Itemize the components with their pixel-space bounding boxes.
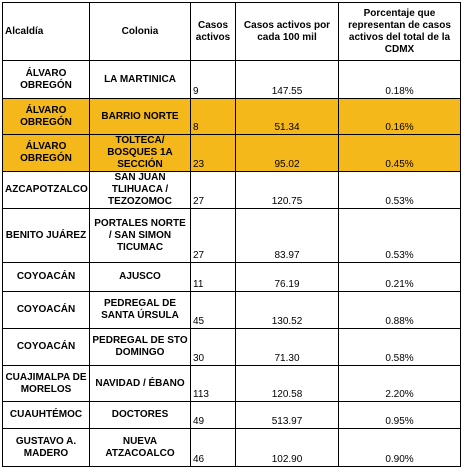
- cell-alcaldia: GUSTAVO A. MADERO: [2, 428, 90, 467]
- cell-porcentaje: 0.53%: [338, 171, 461, 209]
- cell-porcentaje: 0.21%: [338, 262, 461, 292]
- cell-colonia: SAN JUAN TLIHUACA / TEZOZOMOC: [89, 171, 191, 209]
- table-row: ÁLVARO OBREGÓN LA MARTINICA 9 147.55 0.18%: [2, 60, 461, 99]
- header-colonia: Colonia: [89, 2, 191, 61]
- cell-tasa: 95.02: [235, 134, 339, 172]
- cell-casos: 9: [190, 60, 236, 99]
- cell-colonia: DOCTORES: [89, 401, 191, 429]
- table-row: CUAUHTÉMOC DOCTORES 49 513.97 0.95%: [2, 401, 461, 429]
- cell-casos: 49: [190, 401, 236, 429]
- header-porcentaje: Porcentaje que representan de casos acti…: [338, 2, 461, 61]
- cell-colonia: PEDREGAL DE STO DOMINGO: [89, 328, 191, 366]
- header-tasa: Casos activos por cada 100 mil: [235, 2, 339, 61]
- cell-porcentaje: 0.18%: [338, 60, 461, 99]
- cell-porcentaje: 0.16%: [338, 98, 461, 135]
- cell-tasa: 102.90: [235, 428, 339, 467]
- cell-colonia: LA MARTINICA: [89, 60, 191, 99]
- cell-colonia: BARRIO NORTE: [89, 98, 191, 135]
- cell-casos: 8: [190, 98, 236, 135]
- table-row: CUAJIMALPA DE MORELOS NAVIDAD / ÉBANO 113 1…: [2, 365, 461, 402]
- table-row: ÁLVARO OBREGÓN TOLTECA/ BOSQUES 1A SECCIÓ…: [2, 134, 461, 172]
- cell-colonia: NUEVA ATZACOALCO: [89, 428, 191, 467]
- cell-colonia: PORTALES NORTE / SAN SIMON TICUMAC: [89, 208, 191, 263]
- cell-tasa: 130.52: [235, 291, 339, 329]
- cell-casos: 27: [190, 208, 236, 263]
- table-row: ÁLVARO OBREGÓN BARRIO NORTE 8 51.34 0.16%: [2, 98, 461, 135]
- cell-alcaldia: CUAJIMALPA DE MORELOS: [2, 365, 90, 402]
- table-row: COYOACÁN PEDREGAL DE STO DOMINGO 30 71.30 0.…: [2, 328, 461, 366]
- cell-alcaldia: BENITO JUÁREZ: [2, 208, 90, 263]
- table-row: GUSTAVO A. MADERO NUEVA ATZACOALCO 46 102.9…: [2, 428, 461, 467]
- header-row: Alcaldía Colonia Casos activos Casos act…: [2, 2, 461, 61]
- cell-tasa: 120.75: [235, 171, 339, 209]
- cell-tasa: 120.58: [235, 365, 339, 402]
- cell-alcaldia: ÁLVARO OBREGÓN: [2, 60, 90, 99]
- cell-colonia: NAVIDAD / ÉBANO: [89, 365, 191, 402]
- cell-casos: 27: [190, 171, 236, 209]
- cell-casos: 113: [190, 365, 236, 402]
- table-row: COYOACÁN AJUSCO 11 76.19 0.21%: [2, 262, 461, 292]
- header-casos: Casos activos: [190, 2, 236, 61]
- cell-colonia: PEDREGAL DE SANTA ÚRSULA: [89, 291, 191, 329]
- cell-porcentaje: 0.95%: [338, 401, 461, 429]
- cell-tasa: 51.34: [235, 98, 339, 135]
- table-row: BENITO JUÁREZ PORTALES NORTE / SAN SIMON …: [2, 208, 461, 263]
- cell-alcaldia: COYOACÁN: [2, 328, 90, 366]
- cell-casos: 11: [190, 262, 236, 292]
- cell-alcaldia: AZCAPOTZALCO: [2, 171, 90, 209]
- cell-casos: 30: [190, 328, 236, 366]
- cell-porcentaje: 0.58%: [338, 328, 461, 366]
- cell-porcentaje: 0.88%: [338, 291, 461, 329]
- cell-alcaldia: COYOACÁN: [2, 262, 90, 292]
- header-alcaldia: Alcaldía: [2, 2, 90, 61]
- cell-casos: 23: [190, 134, 236, 172]
- cell-porcentaje: 0.53%: [338, 208, 461, 263]
- cell-tasa: 76.19: [235, 262, 339, 292]
- cell-tasa: 71.30: [235, 328, 339, 366]
- table-row: AZCAPOTZALCO SAN JUAN TLIHUACA / TEZOZOMO…: [2, 171, 461, 209]
- cell-colonia: TOLTECA/ BOSQUES 1A SECCIÓN: [89, 134, 191, 172]
- cell-alcaldia: ÁLVARO OBREGÓN: [2, 98, 90, 135]
- cell-alcaldia: ÁLVARO OBREGÓN: [2, 134, 90, 172]
- cell-porcentaje: 0.45%: [338, 134, 461, 172]
- table-body: ÁLVARO OBREGÓN LA MARTINICA 9 147.55 0.18% ÁL…: [2, 60, 461, 467]
- cell-casos: 46: [190, 428, 236, 467]
- table-row: COYOACÁN PEDREGAL DE SANTA ÚRSULA 45 130.52…: [2, 291, 461, 329]
- cell-alcaldia: COYOACÁN: [2, 291, 90, 329]
- cell-tasa: 147.55: [235, 60, 339, 99]
- cell-alcaldia: CUAUHTÉMOC: [2, 401, 90, 429]
- cell-porcentaje: 2.20%: [338, 365, 461, 402]
- cell-colonia: AJUSCO: [89, 262, 191, 292]
- cell-casos: 45: [190, 291, 236, 329]
- cell-tasa: 513.97: [235, 401, 339, 429]
- cell-tasa: 83.97: [235, 208, 339, 263]
- cell-porcentaje: 0.90%: [338, 428, 461, 467]
